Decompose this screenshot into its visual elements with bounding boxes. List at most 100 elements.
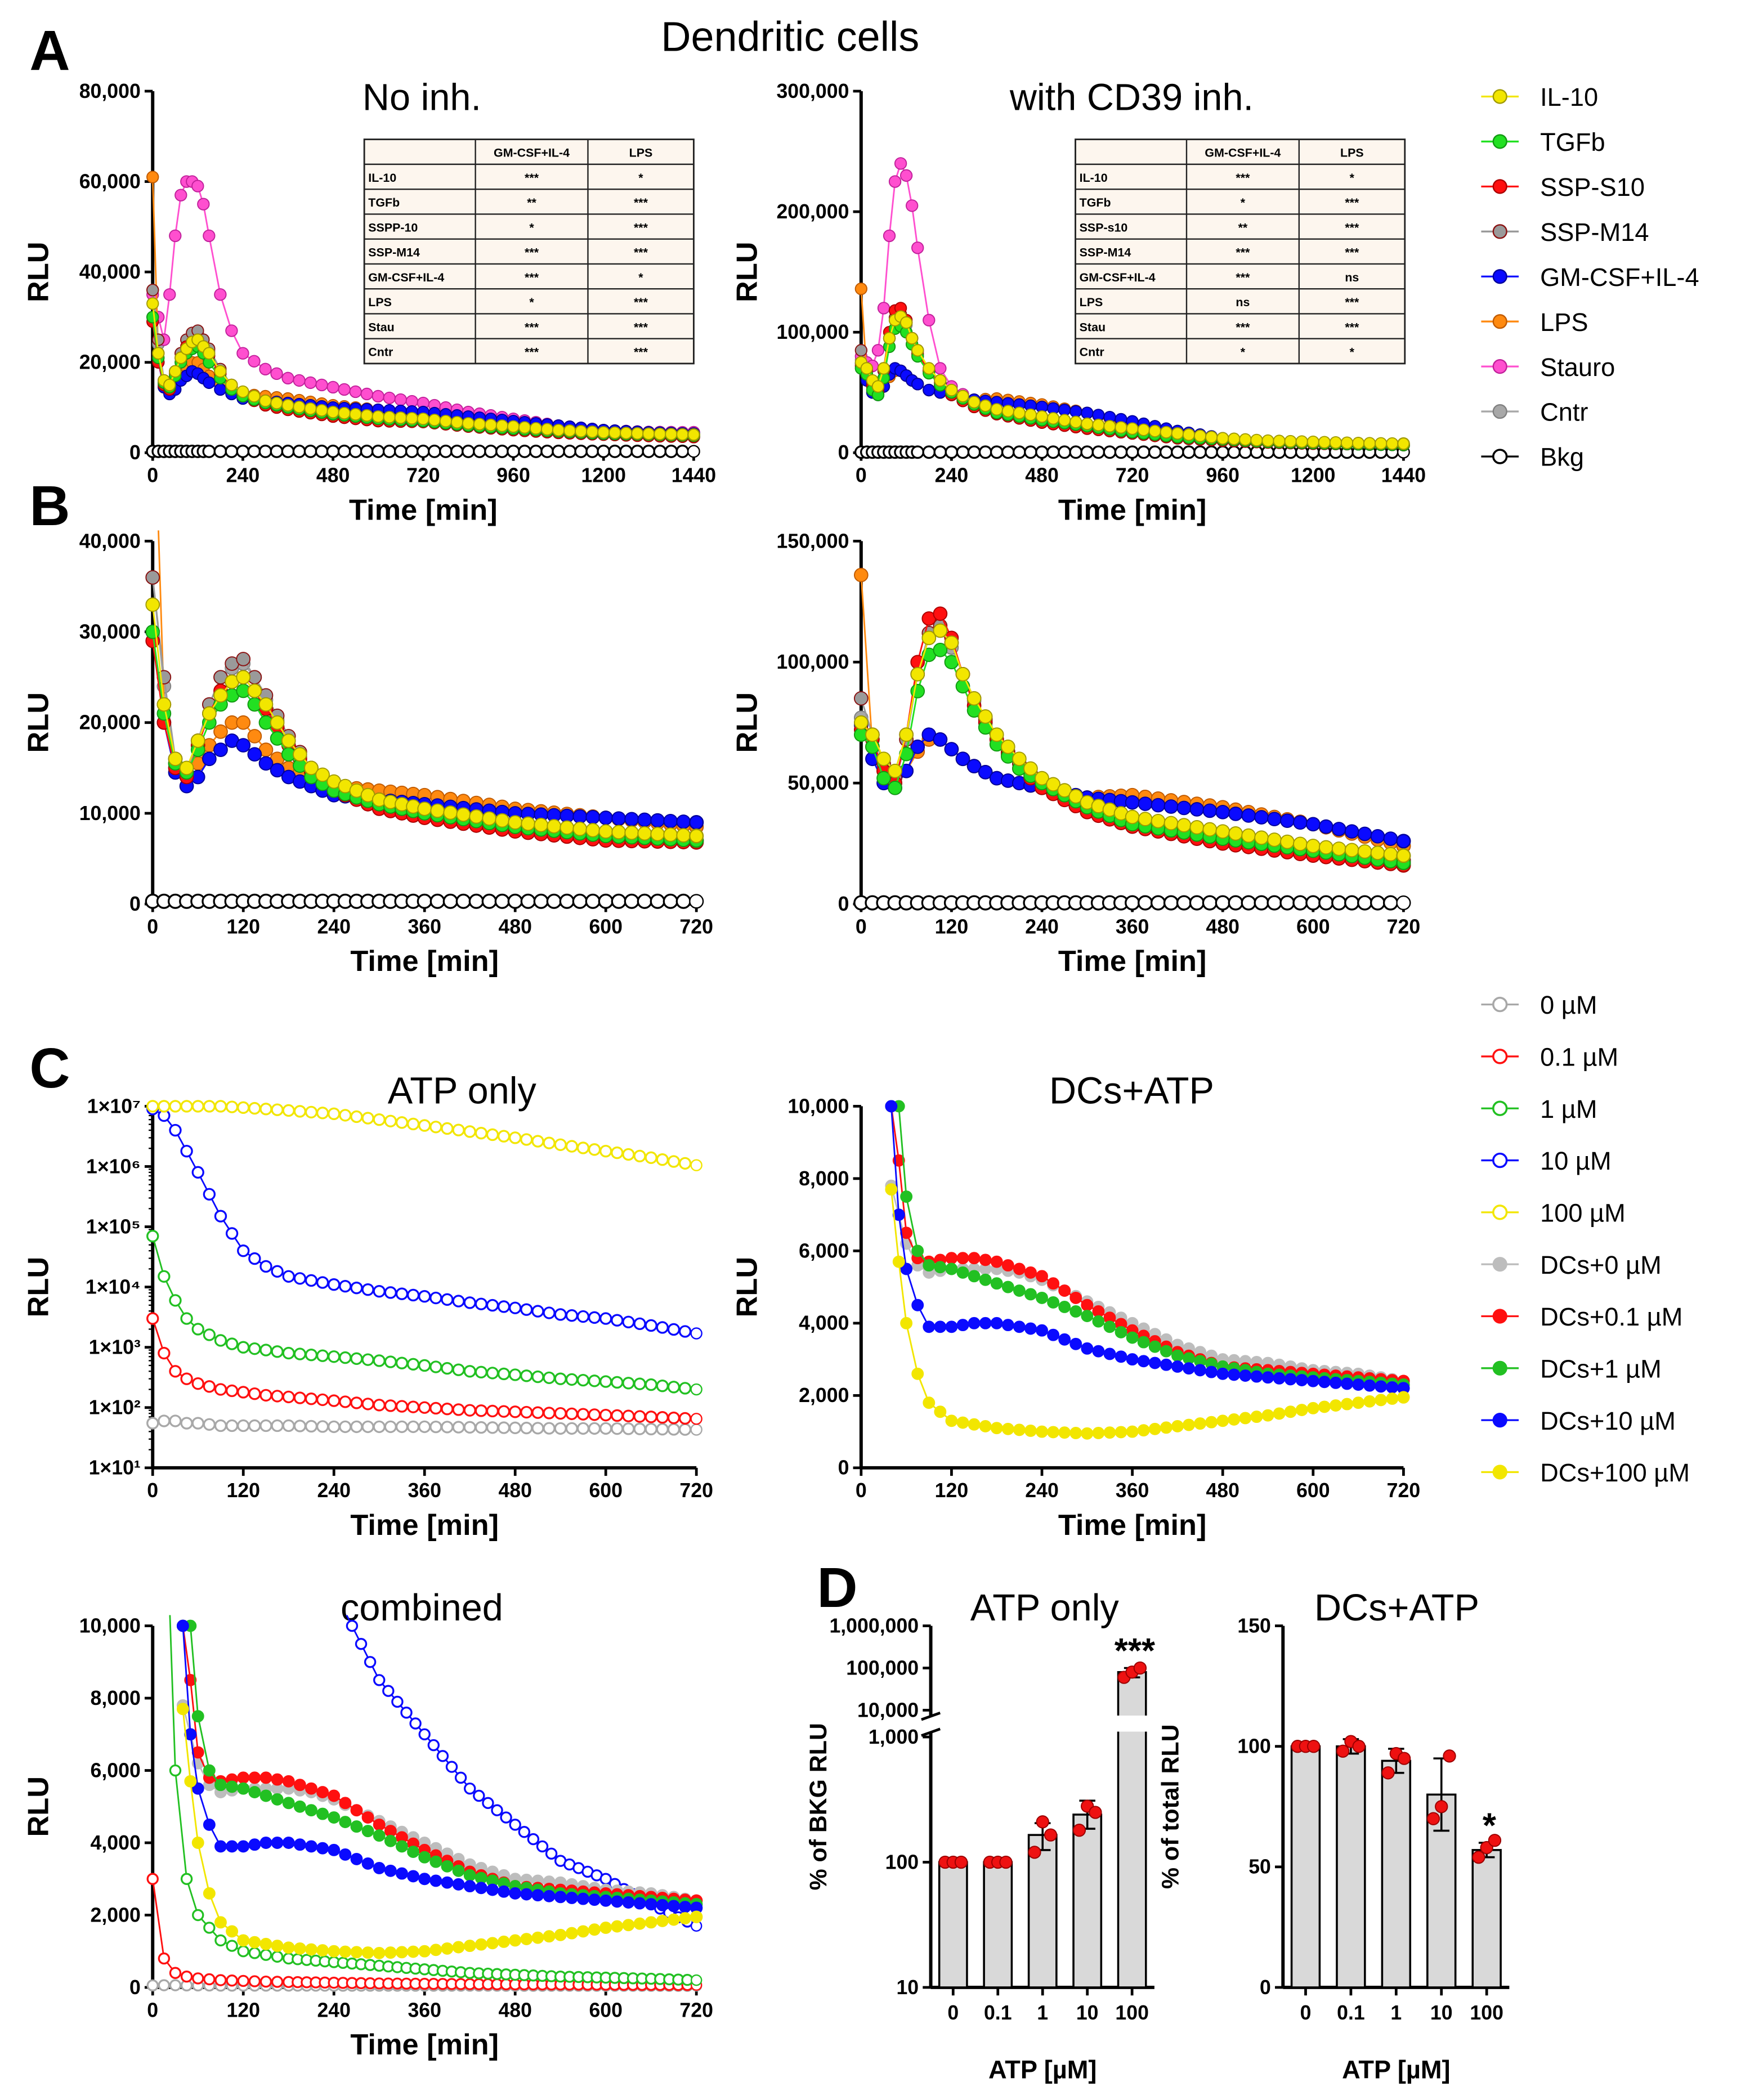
data-point [622,1919,635,1932]
data-point [282,1837,295,1849]
data-point [441,1403,454,1416]
data-point [441,1876,454,1889]
y-tick-label: 60,000 [79,170,141,192]
data-point [190,733,205,748]
data-point [664,445,678,458]
series-line [890,1185,1404,1382]
data-point [1205,1416,1218,1429]
data-point [464,1782,476,1795]
legend-label: TGFb [1540,128,1605,156]
y-tick-label: 150,000 [776,530,849,552]
data-point [678,1382,692,1395]
data-point [1215,804,1230,820]
x-axis-title: Time [min] [350,1509,499,1542]
data-point [1126,422,1139,435]
data-point [545,1847,558,1860]
data-point [225,1384,239,1398]
x-tick-label: 1 [1037,2002,1048,2024]
data-point [163,378,176,392]
data-point [690,1383,702,1396]
table-row-label: GM-CSF+IL-4 [368,271,444,284]
data-point [911,1298,924,1311]
data-point [316,1944,329,1957]
data-point [663,827,678,842]
data-point [509,1887,522,1900]
x-tick-label: 720 [1387,1479,1421,1502]
data-point [237,1771,250,1784]
series-1-m [146,1229,702,1396]
legend-label: Stauro [1540,353,1615,382]
data-point [315,404,328,417]
data-point [1013,406,1026,419]
data-point [1266,895,1282,911]
x-tick-label: 1 [1390,2002,1402,2024]
data-point [214,1334,227,1347]
data-point [339,1351,352,1364]
y-tick-label: 0 [129,1976,141,1999]
data-point [258,756,274,771]
data-point [304,402,317,415]
data-point [1202,895,1218,911]
data-point [1136,445,1151,459]
data-point [611,825,626,840]
y-axis-title: % of BKG RLU [805,1723,832,1890]
data-point [1151,798,1166,813]
x-tick-label: 120 [226,1479,260,1502]
x-tick-label: 0 [147,916,158,938]
data-point [248,1947,261,1959]
data-point [633,1917,646,1930]
data-point [168,751,183,767]
x-tick-label: 360 [408,916,441,938]
data-point [203,229,216,243]
data-point [339,1280,352,1293]
data-point [888,780,902,795]
table-row-label: IL-10 [368,171,396,185]
data-point [979,1420,992,1432]
data-point [429,1874,442,1887]
data-point [203,347,216,360]
data-point [373,1420,386,1434]
data-point [633,1317,646,1331]
data-point [1375,1394,1388,1407]
replicate-point [1307,1740,1321,1753]
data-point [656,1321,669,1334]
data-point [247,445,261,458]
data-point [226,1925,239,1938]
data-point [1280,834,1295,849]
data-point [923,383,936,397]
data-point [158,1346,171,1360]
data-point [531,1931,544,1944]
data-point [462,445,475,458]
table-cell: ns [1345,271,1359,284]
data-point [876,751,891,767]
x-tick-label: 360 [1116,1479,1149,1502]
data-point [328,1350,341,1363]
data-point [1239,1369,1252,1382]
data-point [956,1416,969,1429]
x-tick-label: 1440 [1381,464,1426,487]
y-tick-label: 1×10³ [89,1336,141,1359]
data-point [1341,1377,1354,1390]
legend-label: LPS [1540,308,1588,337]
data-point [956,445,970,459]
x-tick-label: 120 [226,916,260,938]
data-point [305,1274,318,1287]
data-point [315,445,329,458]
data-point [598,893,614,909]
data-point [328,1420,341,1434]
data-point [1228,1368,1241,1381]
data-point [518,445,531,458]
x-axis-title: Time [min] [349,494,498,526]
data-point [350,1852,363,1865]
data-point [1331,822,1346,836]
data-point [1318,840,1333,855]
data-point [853,567,869,583]
bar [1290,1745,1321,1989]
data-point [1284,435,1297,448]
data-point [315,378,328,392]
data-point [1357,895,1373,911]
data-point [213,445,227,458]
data-point [497,1421,511,1434]
